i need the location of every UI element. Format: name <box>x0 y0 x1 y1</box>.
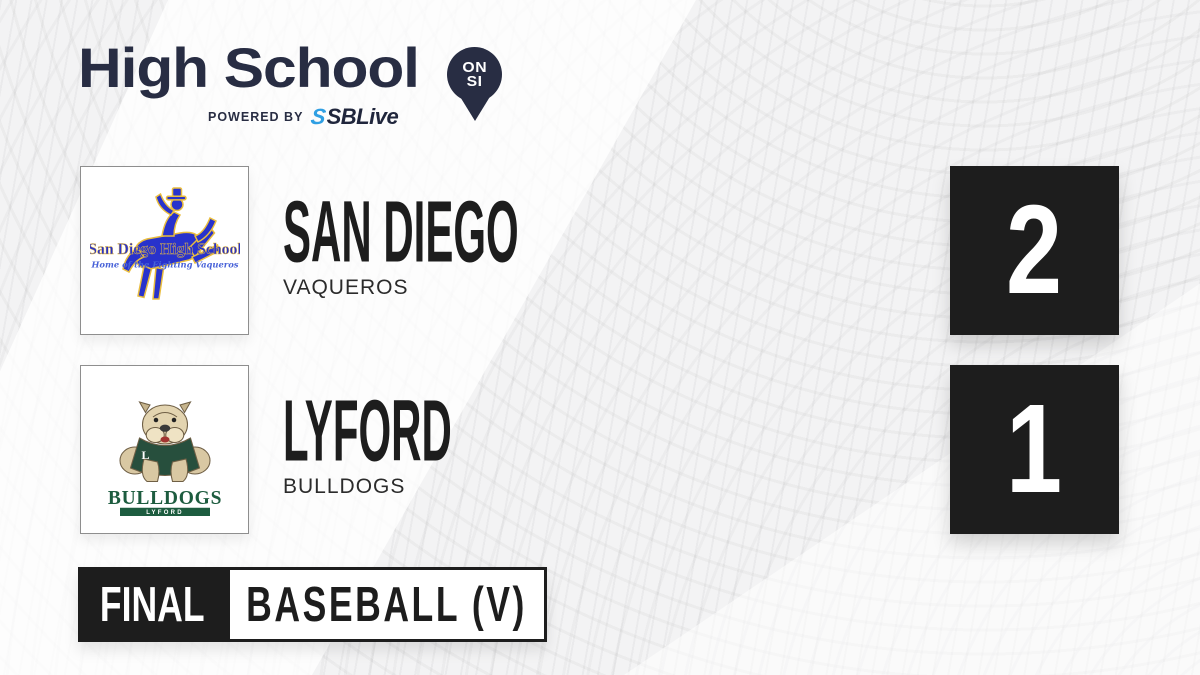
sblive-logo: S SBLive <box>309 104 399 130</box>
powered-by-row: POWERED BY S SBLive <box>208 104 399 130</box>
event-box: BASEBALL (V) <box>227 567 547 642</box>
lyford-logo-bar <box>119 507 210 516</box>
san-diego-logo-tagline: Home of the Fighting Vaqueros <box>90 259 238 269</box>
team-name-lyford: LYFORD <box>283 381 452 480</box>
sblive-s-icon: S <box>309 104 328 129</box>
team-mascot-vaqueros: VAQUEROS <box>283 276 409 299</box>
san-diego-logo-box: San Diego High School Home of the Fighti… <box>80 166 249 335</box>
score-box-san-diego: 2 <box>950 166 1119 335</box>
pin-text-on: ON <box>462 58 487 76</box>
score-lyford: 1 <box>1006 379 1063 520</box>
status-bar: FINAL BASEBALL (V) <box>78 567 547 642</box>
lyford-jersey-letter: L <box>141 448 149 462</box>
score-box-lyford: 1 <box>950 365 1119 534</box>
san-diego-logo: San Diego High School Home of the Fighti… <box>90 186 240 300</box>
event-label: BASEBALL (V) <box>246 576 528 631</box>
san-diego-logo-title: San Diego High School <box>90 241 240 258</box>
team-row-lyford: L BULLDOGS LYFORD LYFORD BULLDOGS 1 <box>78 365 1122 534</box>
team-mascot-bulldogs: BULLDOGS <box>283 475 406 498</box>
team-row-san-diego: San Diego High School Home of the Fighti… <box>78 166 1122 335</box>
game-status-box: FINAL <box>78 567 227 642</box>
sblive-wordmark: SBLive <box>326 104 399 129</box>
lyford-logo-box: L BULLDOGS LYFORD <box>80 365 249 534</box>
brand-wordmark: High School <box>78 36 420 99</box>
powered-by-label: POWERED BY <box>208 110 304 124</box>
lyford-logo-title: BULLDOGS <box>107 488 221 509</box>
score-san-diego: 2 <box>1006 180 1063 321</box>
lyford-logo: L BULLDOGS LYFORD <box>107 400 221 516</box>
game-status-label: FINAL <box>100 576 205 631</box>
lyford-logo-tagline: LYFORD <box>146 510 184 516</box>
pin-text-si: SI <box>466 72 483 90</box>
on-si-pin-icon: ON SI <box>447 47 502 102</box>
team-name-san-diego: SAN DIEGO <box>283 182 519 281</box>
